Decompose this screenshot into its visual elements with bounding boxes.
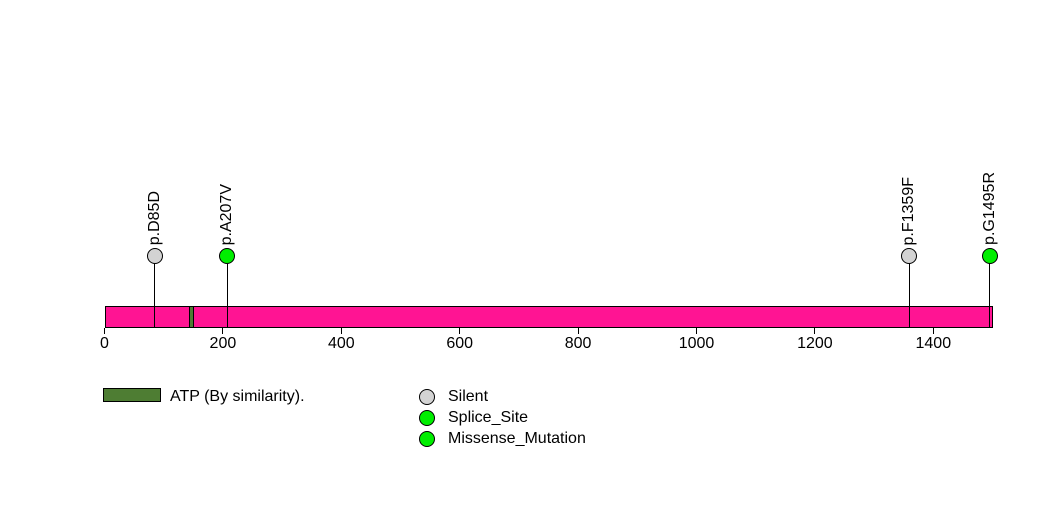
axis-tick — [577, 328, 579, 334]
legend-label-splice-site: Splice_Site — [448, 409, 529, 427]
axis-tick-label: 1200 — [797, 335, 833, 352]
axis-tick-label: 400 — [327, 335, 355, 352]
axis-tick — [222, 328, 224, 334]
mutation-label: p.D85D — [145, 190, 163, 245]
lollipop-stem — [226, 254, 228, 328]
axis-tick — [104, 328, 105, 334]
lollipop-stem — [989, 254, 991, 328]
lollipop-circle — [146, 248, 163, 264]
missense-swatch-icon — [419, 430, 435, 447]
legend-domain-label: ATP (By similarity). — [170, 388, 305, 405]
legend-label-silent: Silent — [448, 388, 489, 406]
legend-row-splice-site: Splice_Site — [419, 408, 586, 429]
mutation-label: p.A207V — [218, 183, 236, 245]
axis-tick-label: 1000 — [678, 335, 715, 352]
axis-tick — [814, 328, 816, 334]
axis-tick — [340, 328, 342, 334]
lollipop-circle — [901, 248, 918, 264]
legend-label-missense: Missense_Mutation — [448, 429, 586, 447]
axis-tick-label: 1400 — [915, 335, 952, 352]
lollipop-circle — [219, 248, 236, 264]
legend-mutation-types: Silent Splice_Site Missense_Mutation — [419, 387, 586, 449]
legend-row-silent: Silent — [419, 387, 586, 408]
protein-bar — [104, 306, 993, 328]
legend-row-missense: Missense_Mutation — [419, 428, 586, 449]
splice-site-swatch-icon — [419, 410, 435, 427]
axis-tick — [932, 328, 934, 334]
axis-tick-label: 0 — [100, 335, 109, 352]
axis-tick-label: 200 — [209, 335, 237, 352]
domain-segment-atp — [188, 306, 194, 328]
axis-tick-label: 600 — [446, 335, 474, 352]
silent-swatch-icon — [419, 389, 435, 406]
lollipop-stem — [908, 254, 910, 328]
legend-domain-swatch — [103, 388, 161, 402]
mutation-label: p.F1359F — [900, 176, 918, 245]
axis-tick — [459, 328, 461, 334]
mutation-label: p.G1495R — [980, 172, 998, 245]
axis-tick-label: 800 — [564, 335, 592, 352]
axis-tick — [696, 328, 697, 334]
lollipop-stem — [154, 254, 156, 328]
lollipop-circle — [981, 248, 998, 264]
